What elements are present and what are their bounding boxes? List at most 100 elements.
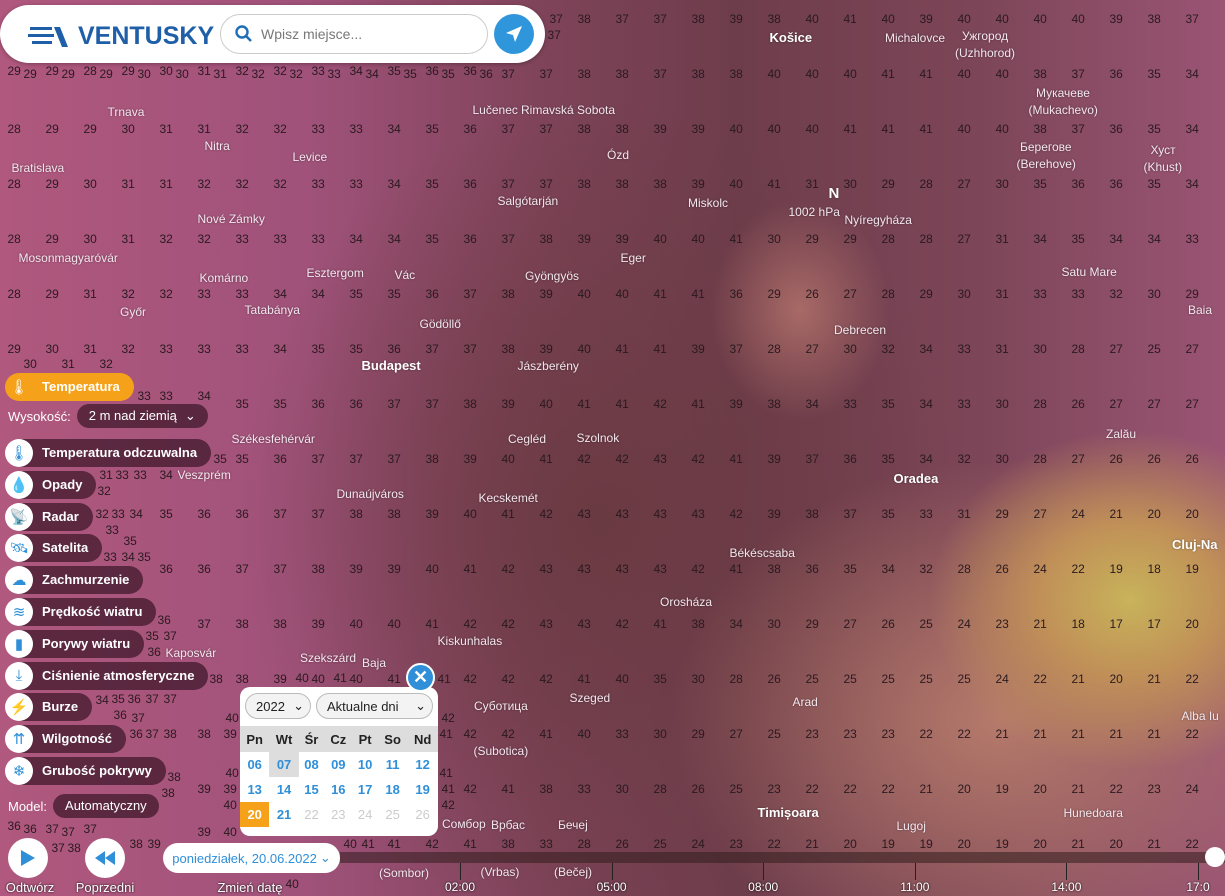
temperature-value: 35	[145, 629, 159, 643]
calendar-day[interactable]: 20	[240, 802, 270, 827]
layer-satellite[interactable]: 🛰 Satelita	[5, 534, 103, 563]
layer-lightning[interactable]: ⚡ Burze	[5, 693, 93, 722]
temperature-value: 26	[881, 617, 895, 631]
temperature-value: 19	[995, 837, 1009, 851]
temperature-value: 32	[251, 67, 265, 81]
layer-wind[interactable]: ≋ Prędkość wiatru	[5, 598, 157, 626]
layer-radar[interactable]: 📡 Radar	[5, 502, 93, 531]
range-select[interactable]: Aktualne dni ⌄	[316, 693, 433, 719]
calendar-day: 25	[385, 807, 400, 822]
temperature-value: 38	[235, 617, 249, 631]
year-select[interactable]: 2022 ⌄	[245, 693, 311, 719]
layer-cloud[interactable]: ☁ Zachmurzenie	[5, 566, 144, 595]
city-label: Mosonmagyaróvár	[18, 251, 118, 265]
temperature-value: 37	[45, 822, 59, 836]
city-label: Vác	[394, 268, 416, 282]
calendar-day[interactable]: 07	[269, 752, 299, 777]
temperature-value: 20	[957, 782, 971, 796]
layer-snowflake[interactable]: ❄ Grubość pokrywy	[5, 757, 166, 785]
temperature-value: 41	[441, 782, 455, 796]
temperature-value: 33	[235, 287, 249, 301]
calendar-day[interactable]: 11	[385, 757, 400, 772]
search-box[interactable]	[220, 14, 488, 54]
temperature-value: 26	[1147, 452, 1161, 466]
layer-feels-like[interactable]: 🌡 Temperatura odczuwalna	[5, 439, 212, 467]
calendar-day[interactable]: 10	[357, 757, 373, 772]
temperature-value: 33	[311, 232, 325, 246]
temperature-value: 40	[805, 67, 819, 81]
layer-drop[interactable]: 💧 Opady	[5, 470, 97, 499]
search-input[interactable]	[261, 26, 461, 42]
logo[interactable]: VENTUSKY	[28, 22, 214, 51]
temperature-value: 38	[805, 507, 819, 521]
layer-humidity[interactable]: ⇈ Wilgotność	[5, 725, 126, 754]
temperature-value: 32	[159, 232, 173, 246]
temperature-value: 39	[653, 122, 667, 136]
temperature-value: 35	[137, 550, 151, 564]
calendar-day[interactable]: 09	[331, 757, 346, 772]
date-select-button[interactable]: poniedziałek, 20.06.2022 ⌄	[163, 843, 340, 873]
temperature-value: 40	[805, 12, 819, 26]
temperature-value: 42	[441, 711, 455, 725]
temperature-value: 34	[1109, 232, 1123, 246]
play-button[interactable]	[8, 838, 48, 878]
city-label: Komárno	[199, 271, 249, 285]
temperature-value: 29	[45, 64, 59, 78]
calendar-day[interactable]: 16	[331, 782, 346, 797]
temperature-value: 20	[1109, 837, 1123, 851]
city-label: Békéscsaba	[729, 546, 795, 560]
calendar-day[interactable]: 17	[357, 782, 373, 797]
temperature-value: 29	[1185, 287, 1199, 301]
calendar-day[interactable]: 12	[415, 757, 430, 772]
model-row: Model: Automatyczny	[8, 794, 159, 818]
temperature-value: 41	[691, 397, 705, 411]
city-label: Salgótarján	[497, 194, 559, 208]
close-calendar-button[interactable]: ✕	[406, 663, 435, 692]
chevron-down-icon: ⌄	[293, 698, 304, 713]
temperature-value: 30	[137, 67, 151, 81]
height-select[interactable]: 2 m nad ziemią ⌄	[76, 404, 208, 428]
weekday-header: Cz	[324, 726, 353, 752]
temperature-value: 38	[501, 287, 515, 301]
layer-temperatura[interactable]: 🌡 Temperatura	[5, 373, 134, 401]
humidity-icon: ⇈	[5, 725, 33, 754]
layer-label: Temperatura odczuwalna	[19, 439, 212, 467]
temperature-value: 27	[1185, 342, 1199, 356]
calendar-day[interactable]: 19	[415, 782, 430, 797]
temperature-value: 33	[919, 507, 933, 521]
temperature-value: 33	[957, 342, 971, 356]
temperature-value: 41	[387, 672, 401, 686]
temperature-value: 21	[1071, 782, 1085, 796]
weekday-header: Pt	[352, 726, 378, 752]
calendar-day[interactable]: 14	[276, 782, 292, 797]
layer-gusts[interactable]: ▮ Porywy wiatru	[5, 629, 145, 658]
calendar-day[interactable]: 06	[247, 757, 262, 772]
locate-button[interactable]	[494, 14, 534, 54]
temperature-value: 28	[919, 232, 933, 246]
temperature-value: 39	[767, 452, 781, 466]
temperature-value: 33	[577, 782, 591, 796]
calendar-day[interactable]: 21	[276, 807, 292, 822]
temperature-value: 31	[957, 507, 971, 521]
temperature-value: 31	[83, 342, 97, 356]
calendar-day[interactable]: 18	[385, 782, 400, 797]
previous-button[interactable]	[85, 838, 125, 878]
calendar-day[interactable]: 15	[304, 782, 319, 797]
temperature-value: 33	[311, 64, 325, 78]
temperature-value: 33	[843, 397, 857, 411]
timeline-handle[interactable]	[1205, 847, 1225, 867]
temperature-value: 33	[197, 342, 211, 356]
model-select[interactable]: Automatyczny	[53, 794, 159, 818]
calendar-day[interactable]: 13	[247, 782, 262, 797]
layer-pressure[interactable]: ⤓ Ciśnienie atmosferyczne	[5, 661, 209, 690]
temperature-value: 29	[45, 122, 59, 136]
temperature-value: 37	[349, 452, 363, 466]
timeline-bar[interactable]	[340, 852, 1225, 863]
temperature-value: 36	[157, 613, 171, 627]
temperature-value: 40	[463, 507, 477, 521]
temperature-value: 39	[729, 397, 743, 411]
calendar-day[interactable]: 08	[304, 757, 319, 772]
temperature-value: 40	[729, 122, 743, 136]
temperature-value: 35	[387, 287, 401, 301]
pressure-value: 1002 hPa	[788, 205, 840, 219]
